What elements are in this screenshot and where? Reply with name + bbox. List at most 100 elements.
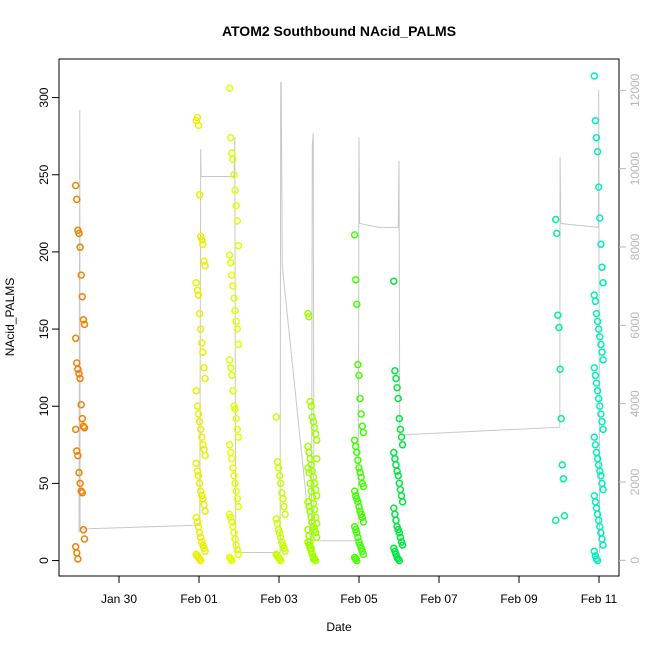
data-point: [228, 271, 236, 279]
data-point: [354, 498, 362, 506]
y-tick-label: 150: [37, 319, 51, 339]
x-tick-label: Jan 30: [101, 592, 137, 606]
data-point: [553, 229, 561, 238]
data-point: [279, 495, 287, 503]
data-point: [590, 72, 599, 80]
y2-tick-label: 12000: [628, 73, 642, 107]
data-point: [228, 518, 236, 526]
data-point: [192, 513, 201, 522]
data-point: [231, 479, 239, 488]
data-point: [397, 433, 406, 441]
data-point: [194, 291, 203, 299]
data-point: [359, 550, 368, 559]
data-point: [228, 454, 236, 463]
data-point: [598, 348, 606, 356]
data-point: [395, 414, 404, 423]
data-point: [199, 240, 207, 248]
data-point: [304, 464, 312, 472]
data-point: [201, 262, 209, 270]
data-point: [395, 556, 404, 565]
data-point: [229, 464, 237, 472]
data-point: [231, 306, 239, 315]
data-point: [231, 186, 239, 194]
data-point: [75, 370, 83, 378]
data-point: [233, 325, 242, 333]
data-point: [599, 425, 607, 434]
data-point: [591, 297, 600, 306]
data-point: [201, 451, 209, 460]
data-point: [357, 410, 365, 418]
data-point: [560, 512, 569, 520]
data-point: [228, 371, 236, 380]
data-point: [308, 413, 317, 421]
data-point: [195, 479, 204, 488]
data-point: [196, 556, 205, 565]
data-point: [79, 525, 88, 534]
data-point: [359, 482, 368, 491]
data-point: [198, 235, 206, 244]
data-point: [353, 448, 361, 457]
y-axis-right: 0 2000 4000 6000 8000 10000 12000: [619, 73, 642, 564]
data-point: [593, 556, 602, 565]
data-point: [591, 441, 600, 449]
data-point: [353, 300, 361, 309]
data-point: [596, 214, 604, 222]
data-point: [398, 441, 407, 449]
data-point: [74, 451, 82, 460]
data-point: [354, 456, 362, 465]
data-point: [234, 340, 243, 349]
data-point: [597, 471, 605, 480]
x-tick-label: Feb 09: [500, 592, 538, 606]
y-tick-label: 250: [37, 164, 51, 184]
data-point: [312, 519, 321, 528]
data-point: [354, 360, 362, 369]
data-point: [230, 170, 238, 179]
data-point: [590, 433, 599, 441]
data-point: [599, 485, 607, 494]
data-point: [551, 516, 560, 525]
data-point: [78, 414, 87, 423]
data-point: [225, 356, 234, 364]
data-point: [74, 365, 82, 373]
data-point: [597, 340, 605, 349]
data-point: [306, 479, 314, 488]
data-point: [353, 529, 361, 537]
data-point: [226, 133, 235, 142]
data-point: [275, 529, 284, 537]
data-point: [556, 365, 564, 373]
data-point: [225, 84, 234, 93]
data-point: [193, 113, 202, 122]
data-point: [596, 467, 604, 475]
y2-tick-label: 10000: [628, 152, 642, 186]
right-axis-line-series: [78, 82, 601, 553]
data-point: [230, 471, 238, 480]
data-point: [356, 394, 364, 403]
data-point: [234, 433, 243, 441]
data-point: [593, 387, 602, 395]
data-point: [359, 428, 368, 437]
data-point: [590, 547, 599, 556]
data-point: [311, 529, 320, 537]
data-point: [558, 461, 567, 469]
data-point: [196, 325, 205, 333]
data-point: [232, 201, 240, 210]
data-point: [551, 215, 560, 224]
data-point: [71, 425, 80, 434]
data-point: [312, 533, 321, 542]
data-point: [192, 459, 201, 468]
data-point: [398, 498, 407, 506]
data-point: [79, 316, 88, 324]
series-line: [78, 82, 601, 553]
data-point: [194, 471, 203, 480]
y2-tick-label: 2000: [628, 468, 642, 495]
data-point: [226, 258, 235, 267]
data-point: [596, 402, 604, 410]
y2-tick-label: 8000: [628, 233, 642, 260]
chart-title: ATOM2 Southbound NAcid_PALMS: [222, 23, 456, 39]
data-point: [597, 240, 605, 248]
data-point: [232, 541, 240, 549]
data-point: [232, 487, 240, 495]
data-point: [391, 366, 399, 375]
data-point: [194, 121, 203, 130]
data-point: [78, 292, 87, 301]
